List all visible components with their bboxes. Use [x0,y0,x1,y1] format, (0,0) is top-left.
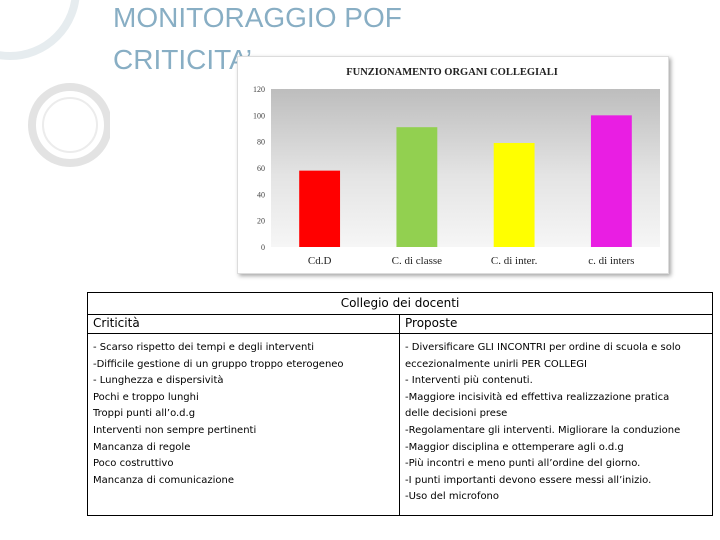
ring-small [42,97,98,153]
bar-chart-svg: FUNZIONAMENTO ORGANI COLLEGIALI 0 20 40 60 8… [253,67,660,267]
y-tick-label: 100 [253,111,265,120]
bar [396,127,438,247]
x-tick-label: C. di inter. [491,255,538,267]
y-tick-label: 120 [253,85,265,94]
criticita-item: Mancanza di regole [93,441,191,453]
proposte-column: Proposte - Diversificare GLI INCONTRI pe… [400,314,712,515]
y-tick-label: 60 [257,164,265,173]
slide-title-line-1: MONITORAGGIO POF [113,2,402,33]
criticita-item: Pochi e troppo lunghi [93,391,199,403]
bar [299,170,341,247]
bar-chart: FUNZIONAMENTO ORGANI COLLEGIALI 0 20 40 60 8… [237,56,669,274]
x-tick-label: Cd.D [308,255,332,267]
criticita-table: Collegio dei docenti Criticità - Scarso … [87,292,713,516]
criticita-list: - Scarso rispetto dei tempi e degli inte… [88,334,399,489]
proposta-item: -Uso del microfono [405,491,500,503]
ring-large [0,0,80,60]
table-header: Collegio dei docenti [88,293,712,315]
proposta-item: - Interventi più contenuti. [405,375,533,387]
x-tick-label: C. di classe [392,255,443,267]
proposta-item: -Più incontri e meno punti all’ordine de… [405,458,641,470]
proposta-item: -Maggior disciplina e ottemperare agli o… [405,441,624,453]
criticita-item: Mancanza di comunicazione [93,474,234,486]
criticita-item: -Difficile gestione di un gruppo troppo … [93,358,344,370]
criticita-item: Interventi non sempre pertinenti [93,424,257,436]
bar [590,115,632,247]
decorative-rings [0,0,110,167]
proposta-item: - Diversificare GLI INCONTRI per ordine … [405,342,681,370]
y-tick-label: 0 [261,243,265,252]
x-axis: Cd.D C. di classe C. di inter. c. di inters [308,255,635,267]
criticita-item: - Scarso rispetto dei tempi e degli inte… [93,342,315,353]
y-axis: 0 20 40 60 80 100 120 [253,85,265,252]
slide-title-line-2: CRITICITA’ [113,44,252,75]
x-tick-label: c. di inters [588,255,634,267]
proposte-header: Proposte [400,314,712,334]
proposta-item: -Regolamentare gli interventi. Migliorar… [405,424,681,436]
bars [299,115,632,247]
criticita-column: Criticità - Scarso rispetto dei tempi e … [88,314,400,515]
proposta-item: -I punti importanti devono essere messi … [405,474,652,486]
criticita-header: Criticità [88,314,399,334]
y-tick-label: 80 [257,138,265,147]
proposte-list: - Diversificare GLI INCONTRI per ordine … [400,334,712,506]
proposta-item: -Maggiore incisività ed effettiva realiz… [405,391,670,420]
criticita-item: Troppi punti all’o.d.g [93,408,196,420]
y-tick-label: 20 [257,217,265,226]
chart-title: FUNZIONAMENTO ORGANI COLLEGIALI [346,67,558,78]
y-tick-label: 40 [257,190,265,199]
criticita-item: Poco costruttivo [93,458,174,470]
criticita-item: - Lunghezza e dispersività [93,375,224,387]
ring-medium [28,83,110,167]
bar [493,142,535,247]
